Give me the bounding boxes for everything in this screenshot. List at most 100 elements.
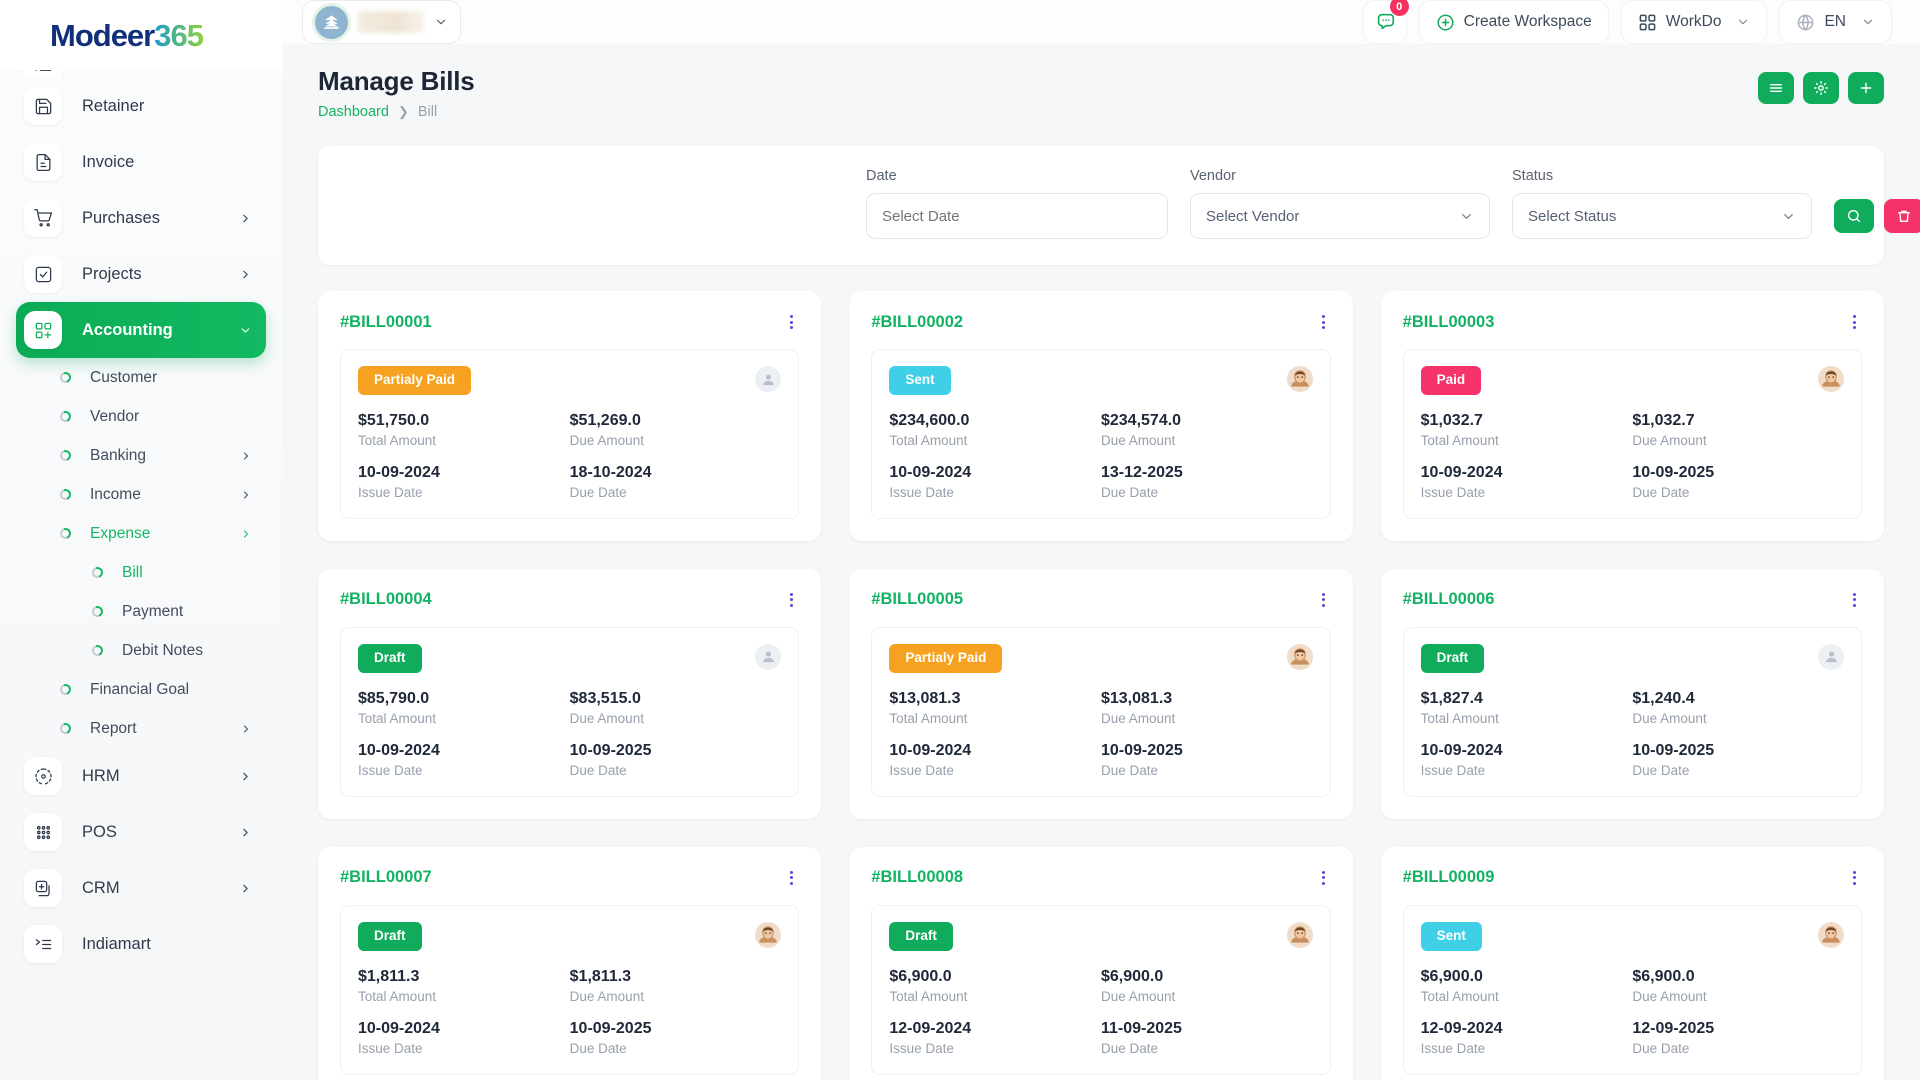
reset-filter-button[interactable] — [1884, 199, 1920, 233]
chevron-right-icon — [243, 214, 248, 222]
issue-date-label: Issue Date — [1420, 1040, 1486, 1056]
sidebar-subitem-label: Payment — [122, 602, 184, 620]
bill-actions-menu[interactable] — [1316, 311, 1331, 333]
user-icon — [1825, 651, 1837, 663]
settings-button[interactable] — [1803, 72, 1839, 104]
bill-id-link[interactable]: #BILL00008 — [871, 868, 964, 887]
sidebar-item-purchases[interactable]: Purchases — [16, 190, 266, 246]
due-amount-label: Due Amount — [1100, 432, 1176, 448]
total-amount-value: $1,811.3 — [358, 967, 420, 985]
chevron-down-icon — [241, 327, 250, 333]
workdo-selector[interactable]: WorkDo — [1620, 0, 1768, 44]
sidebar-item-indiamart[interactable]: Indiamart — [16, 916, 266, 972]
sidebar-item-projects[interactable]: Projects — [16, 246, 266, 302]
total-amount-label: Total Amount — [889, 710, 968, 726]
sidebar-subitem-payment[interactable]: Payment — [16, 592, 266, 631]
sidebar-subitem-financial-goal[interactable]: Financial Goal — [16, 670, 266, 709]
sidebar-subitem-bill[interactable]: Bill — [16, 553, 266, 592]
vendor-select[interactable]: Select Vendor — [1190, 193, 1490, 239]
sidebar-subitem-label: Income — [90, 485, 141, 503]
logo-text-primary: Modееr — [50, 17, 155, 53]
status-select[interactable]: Select Status — [1512, 193, 1812, 239]
sidebar-item-invoice[interactable]: Invoice — [16, 134, 266, 190]
total-amount-value: $13,081.3 — [889, 689, 961, 707]
messages-badge: 0 — [1389, 0, 1409, 16]
status-badge: Sent — [889, 366, 951, 395]
bill-id-link[interactable]: #BILL00003 — [1402, 312, 1495, 331]
sidebar-item-pos[interactable]: POS — [16, 804, 266, 860]
due-date-label: Due Date — [569, 762, 627, 778]
create-workspace-label: Create Workspace — [1463, 13, 1592, 30]
bill-actions-menu[interactable] — [1316, 867, 1331, 889]
issue-date-value: 10-09-2024 — [358, 1019, 440, 1037]
total-amount-label: Total Amount — [358, 710, 437, 726]
language-selector[interactable]: EN — [1779, 0, 1892, 44]
sidebar-item-accounting[interactable]: Accounting — [16, 302, 266, 358]
total-amount-label: Total Amount — [1420, 988, 1499, 1004]
add-bill-button[interactable] — [1848, 72, 1884, 104]
sidebar-subitem-expense[interactable]: Expense — [16, 514, 266, 553]
bill-id-link[interactable]: #BILL00009 — [1402, 868, 1495, 887]
bill-actions-menu[interactable] — [1847, 867, 1862, 889]
page-title: Manage Bills — [318, 66, 475, 96]
due-amount-label: Due Amount — [1632, 710, 1707, 726]
list-view-button[interactable] — [1758, 72, 1794, 104]
bill-actions-menu[interactable] — [784, 311, 799, 333]
total-amount-value: $85,790.0 — [358, 689, 430, 707]
breadcrumb-dashboard[interactable]: Dashboard — [318, 104, 389, 120]
bill-card-body: Draft $85,790.0 $83,515.0 Total Amount Due A… — [340, 626, 800, 797]
sidebar-subitem-debit-notes[interactable]: Debit Notes — [16, 631, 266, 670]
due-amount-value: $51,269.0 — [569, 411, 641, 429]
bill-id-link[interactable]: #BILL00007 — [340, 868, 432, 887]
sidebar-subitem-income[interactable]: Income — [16, 475, 266, 514]
sidebar-item-crm[interactable]: CRM — [16, 860, 266, 916]
bill-actions-menu[interactable] — [1847, 589, 1862, 611]
bill-id-link[interactable]: #BILL00004 — [340, 590, 432, 609]
bill-actions-menu[interactable] — [784, 589, 799, 611]
gear-icon — [1813, 80, 1829, 96]
sidebar-item-hrm[interactable]: HRM — [16, 748, 266, 804]
filter-panel: Date Vendor Select Vendor Status Select … — [318, 146, 1920, 265]
search-button[interactable] — [1834, 199, 1874, 233]
bill-id-link[interactable]: #BILL00002 — [871, 312, 964, 331]
issue-date-value: 10-09-2024 — [358, 741, 440, 759]
workspace-selector[interactable] — [302, 0, 461, 44]
bill-actions-menu[interactable] — [784, 867, 799, 889]
due-amount-label: Due Amount — [569, 988, 644, 1004]
bill-stats: $1,827.4 $1,240.4 Total Amount Due Amount 10… — [1421, 690, 1844, 778]
sidebar-subitem-report[interactable]: Report — [16, 709, 266, 748]
page-header: Manage Bills Dashboard ❯ Bill — [282, 44, 1920, 120]
sidebar-item-retainer[interactable]: Retainer — [16, 78, 266, 134]
bullet-icon — [58, 721, 73, 736]
status-badge: Draft — [358, 643, 422, 673]
sidebar-item-partial-top[interactable] — [16, 70, 266, 78]
bill-id-link[interactable]: #BILL00005 — [871, 590, 964, 609]
due-date-value: 18-10-2024 — [569, 463, 652, 481]
bill-id-link[interactable]: #BILL00001 — [340, 312, 432, 331]
create-workspace-button[interactable]: Create Workspace — [1418, 0, 1609, 44]
status-badge: Draft — [889, 921, 953, 951]
vendor-avatar — [1818, 921, 1844, 948]
bullet-icon — [58, 526, 73, 541]
bullet-icon — [58, 370, 73, 385]
messages-button[interactable]: 0 — [1362, 0, 1409, 44]
bill-actions-menu[interactable] — [1847, 311, 1862, 333]
chevron-right-icon — [244, 725, 248, 732]
breadcrumb-current: Bill — [417, 104, 438, 120]
date-input[interactable] — [866, 193, 1168, 239]
total-amount-label: Total Amount — [889, 432, 968, 448]
status-badge: Sent — [1420, 921, 1482, 951]
issue-date-value: 10-09-2024 — [1420, 463, 1503, 481]
sidebar-subitem-vendor[interactable]: Vendor — [16, 397, 266, 436]
bill-actions-menu[interactable] — [1316, 589, 1331, 611]
bill-card: #BILL00006 Draft $1,827.4 $1,240.4 Total Amo… — [1380, 568, 1884, 819]
bullet-icon — [58, 487, 73, 502]
total-amount-label: Total Amount — [889, 988, 968, 1004]
sidebar-subitem-customer[interactable]: Customer — [16, 358, 266, 397]
app-logo[interactable]: Modееr365 — [0, 0, 282, 70]
sidebar-item-label: CRM — [82, 878, 120, 897]
sidebar-subitem-banking[interactable]: Banking — [16, 436, 266, 475]
user-icon — [763, 651, 774, 663]
due-amount-value: $1,240.4 — [1632, 689, 1695, 707]
bill-id-link[interactable]: #BILL00006 — [1402, 590, 1495, 609]
